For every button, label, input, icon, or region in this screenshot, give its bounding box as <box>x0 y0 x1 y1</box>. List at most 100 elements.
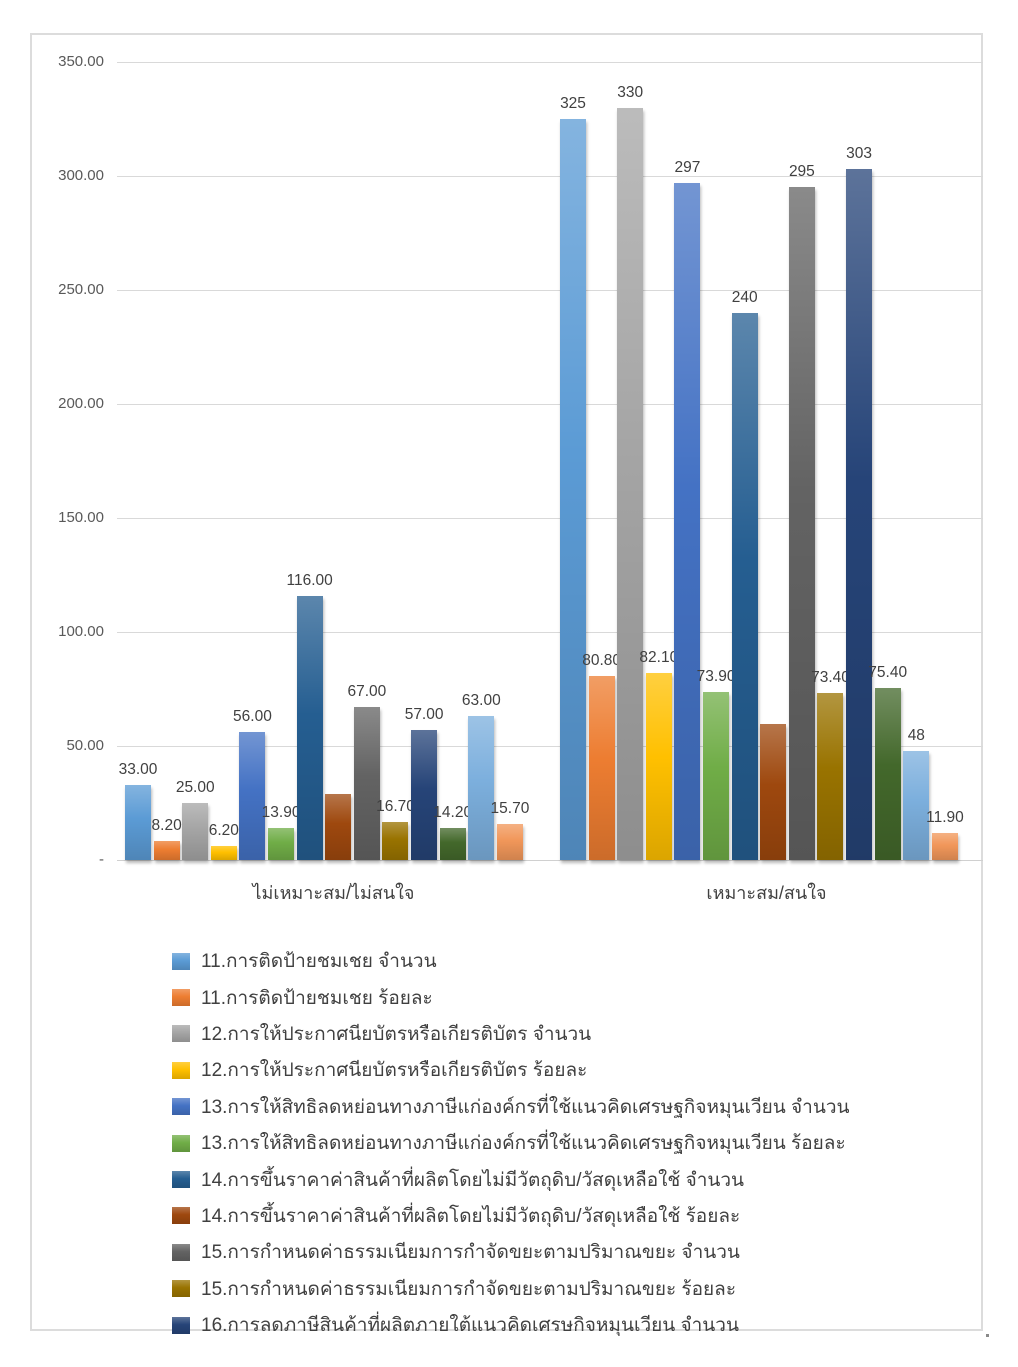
bar-data-label: 16.70 <box>376 797 415 815</box>
bar-data-label: 330 <box>617 83 644 101</box>
bar-slot: 16.70 <box>376 798 415 860</box>
bar-slot: 116.00 <box>287 572 333 860</box>
bar-data-label: 73.40 <box>811 668 850 686</box>
bar-slot: 15.70 <box>491 800 529 860</box>
bar-slot: 11.90 <box>926 809 964 860</box>
bar-series-6-cat-1 <box>268 828 295 860</box>
legend-item-6: 13.การให้สิทธิลดหย่อนทางภาษีแก่องค์กรที่… <box>172 1125 850 1161</box>
y-axis-tick-label: 300.00 <box>58 167 104 184</box>
bar-data-label: 8.20 <box>151 817 182 835</box>
bar-slot: 6.20 <box>209 822 239 860</box>
legend-swatch-icon <box>172 1098 190 1116</box>
legend-item-5: 13.การให้สิทธิลดหย่อนทางภาษีแก่องค์กรที่… <box>172 1089 850 1125</box>
bar-data-label: 325 <box>560 95 586 112</box>
bar-series-6-cat-2 <box>703 691 730 860</box>
y-axis-tick-label: 200.00 <box>58 395 104 412</box>
bar-series-5-cat-1 <box>239 732 266 860</box>
gridline <box>117 632 983 633</box>
bar-data-label: 15.70 <box>490 800 530 818</box>
bar-data-label: 303 <box>846 145 873 163</box>
bar-slot: 13.90 <box>262 804 300 860</box>
bar-series-8-cat-1 <box>325 794 352 860</box>
bar-group-1: 33.00 8.20 25.00 6.20 56.00 13.90 116.00 67.00 1… <box>119 572 529 860</box>
bar-series-3-cat-1 <box>182 803 209 860</box>
bar-series-7-cat-1 <box>296 595 323 860</box>
bar-slot: 8.20 <box>152 817 182 860</box>
bar-series-4-cat-2 <box>645 672 672 860</box>
legend-item-8: 14.การขึ้นราคาค่าสินค้าที่ผลิตโดยไม่มีวั… <box>172 1198 850 1234</box>
legend-item-4: 12.การให้ประกาศนียบัตรหรือเกียรติบัตร ร้… <box>172 1052 850 1088</box>
legend-swatch-icon <box>172 1025 190 1043</box>
y-axis-tick-label: 50.00 <box>66 737 104 754</box>
bar-slot <box>760 723 787 860</box>
bar-series-5-cat-2 <box>674 182 701 860</box>
bar-slot: 75.40 <box>868 664 907 860</box>
bar-data-label: 297 <box>674 158 701 176</box>
gridline <box>117 746 983 747</box>
bar-slot: 48 <box>903 727 930 860</box>
legend-item-3: 12.การให้ประกาศนียบัตรหรือเกียรติบัตร จำ… <box>172 1016 850 1052</box>
legend-label: 16.การลดภาษีสินค้าที่ผลิตภายใต้แนวคิดเศร… <box>201 1315 739 1337</box>
gridline <box>117 404 983 405</box>
bar-series-9-cat-1 <box>353 707 380 860</box>
bar-slot: 80.80 <box>582 652 621 860</box>
bar-data-label: 116.00 <box>286 571 333 589</box>
y-axis-tick-label: 100.00 <box>58 623 104 640</box>
bar-series-8-cat-2 <box>760 723 787 860</box>
bar-series-2-cat-2 <box>588 675 615 860</box>
chart-frame: 350.00 300.00 250.00 200.00 150.00 100.00 50.0… <box>30 33 983 1336</box>
bar-series-11-cat-1 <box>411 730 438 860</box>
bar-data-label: 25.00 <box>175 779 215 796</box>
bar-slot: 297 <box>674 159 701 860</box>
chart-resize-handle-dot <box>986 1334 989 1337</box>
x-axis-category-label-2: เหมาะสม/สนใจ <box>706 883 827 903</box>
bar-slot: 82.10 <box>639 649 678 860</box>
plot-area: 350.00 300.00 250.00 200.00 150.00 100.00 50.0… <box>58 53 983 868</box>
bar-slot: 295 <box>788 163 815 860</box>
bar-slot: 33.00 <box>119 761 157 860</box>
legend-label: 11.การติดป้ายชมเชย ร้อยละ <box>201 987 433 1009</box>
legend-swatch-icon <box>172 1171 190 1189</box>
bar-data-label: 11.90 <box>926 808 964 826</box>
bar-series-10-cat-2 <box>817 692 844 860</box>
legend-label: 14.การขึ้นราคาค่าสินค้าที่ผลิตโดยไม่มีวั… <box>201 1169 745 1191</box>
bar-data-label: 57.00 <box>404 706 444 724</box>
bar-slot: 67.00 <box>347 683 386 860</box>
bar-slot: 63.00 <box>462 692 501 860</box>
legend-label: 12.การให้ประกาศนียบัตรหรือเกียรติบัตร จำ… <box>201 1023 592 1045</box>
bar-series-10-cat-1 <box>382 821 409 860</box>
legend-swatch-icon <box>172 1243 190 1261</box>
bar-data-label: 13.90 <box>261 804 301 822</box>
bar-slot: 25.00 <box>176 779 215 860</box>
legend-item-9: 15.การกำหนดค่าธรรมเนียมการกำจัดขยะตามปริ… <box>172 1234 850 1270</box>
gridline <box>117 860 983 861</box>
legend-item-1: 11.การติดป้ายชมเชย จำนวน <box>172 943 850 979</box>
bar-slot: 303 <box>846 145 873 860</box>
bar-series-1-cat-1 <box>125 784 151 860</box>
bar-data-label: 75.40 <box>868 664 908 682</box>
bar-data-label: 240 <box>731 288 758 306</box>
bar-series-4-cat-1 <box>210 845 237 860</box>
legend-label: 14.การขึ้นราคาค่าสินค้าที่ผลิตโดยไม่มีวั… <box>201 1205 741 1227</box>
bar-slot: 73.40 <box>811 669 850 860</box>
bar-data-label: 6.20 <box>208 821 239 839</box>
bar-slot <box>325 794 352 860</box>
bar-series-12-cat-2 <box>874 688 901 860</box>
legend-label: 13.การให้สิทธิลดหย่อนทางภาษีแก่องค์กรที่… <box>201 1133 846 1155</box>
legend-item-7: 14.การขึ้นราคาค่าสินค้าที่ผลิตโดยไม่มีวั… <box>172 1161 850 1197</box>
bar-series-13-cat-1 <box>468 716 495 860</box>
bar-series-3-cat-2 <box>617 107 644 860</box>
bar-series-7-cat-2 <box>731 312 758 860</box>
bar-slot: 14.20 <box>433 804 472 860</box>
legend-label: 11.การติดป้ายชมเชย จำนวน <box>201 951 437 973</box>
legend-swatch-icon <box>172 1061 190 1079</box>
bar-series-12-cat-1 <box>439 827 466 860</box>
bar-slot: 56.00 <box>233 708 272 860</box>
x-axis-category-label-1: ไม่เหมาะสม/ไม่สนใจ <box>252 883 415 903</box>
bar-data-label: 67.00 <box>347 683 387 701</box>
bar-data-label: 82.10 <box>639 648 679 666</box>
bar-slot: 330 <box>617 84 644 860</box>
gridline <box>117 176 983 177</box>
legend-swatch-icon <box>172 1207 190 1225</box>
gridline <box>117 290 983 291</box>
